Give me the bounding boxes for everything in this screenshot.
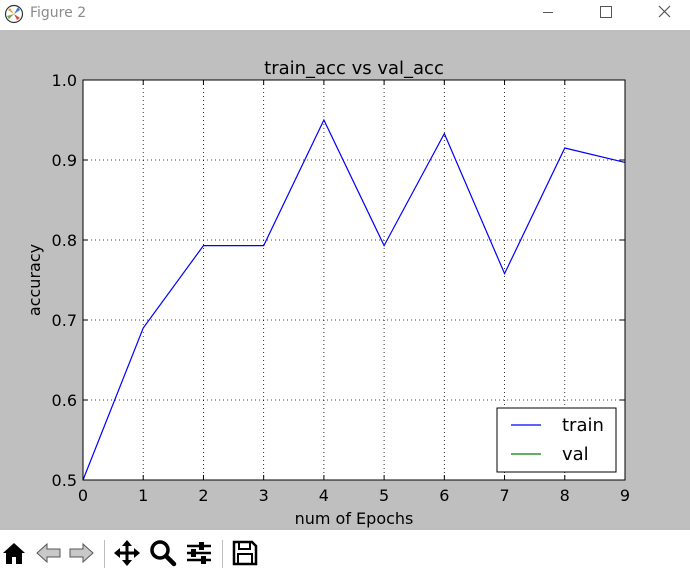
x-tick-label: 9 (620, 486, 630, 505)
x-tick-label: 7 (499, 486, 509, 505)
zoom-button[interactable] (148, 538, 178, 568)
line-chart: 0 1 2 3 4 5 6 7 8 9 0.5 0.6 0.7 0.8 0.9 1.0 train_acc vs… (25, 58, 630, 528)
home-icon (3, 543, 25, 564)
chart-title: train_acc vs val_acc (264, 58, 444, 79)
save-button[interactable] (230, 538, 260, 568)
y-tick-label: 0.5 (52, 471, 77, 490)
y-axis-label: accuracy (25, 244, 44, 316)
y-tick-label: 0.7 (52, 311, 77, 330)
sliders-icon (187, 542, 211, 564)
minimize-button[interactable] (525, 0, 571, 28)
configure-subplots-button[interactable] (184, 538, 214, 568)
back-button[interactable] (34, 538, 64, 568)
window-title: Figure 2 (30, 5, 87, 21)
y-tick-label: 0.6 (52, 391, 77, 410)
x-tick-label: 5 (379, 486, 389, 505)
zoom-icon (150, 540, 177, 567)
forward-arrow-icon (69, 542, 94, 564)
navigation-toolbar (0, 530, 690, 576)
toolbar-separator (104, 540, 105, 568)
toolbar-separator (222, 540, 223, 568)
back-arrow-icon (36, 542, 61, 564)
legend-label-val: val (562, 444, 589, 465)
pan-button[interactable] (112, 538, 142, 568)
y-tick-label: 1.0 (52, 71, 77, 90)
y-tick-label: 0.9 (52, 151, 77, 170)
home-button[interactable] (0, 538, 30, 568)
figure-canvas[interactable]: 0 1 2 3 4 5 6 7 8 9 0.5 0.6 0.7 0.8 0.9 1.0 train_acc vs… (0, 30, 690, 530)
close-button[interactable] (641, 0, 687, 28)
x-tick-label: 0 (78, 486, 88, 505)
title-bar: Figure 2 (0, 0, 690, 28)
x-tick-label: 2 (198, 486, 208, 505)
matplotlib-icon (4, 4, 24, 24)
legend-box (496, 407, 617, 473)
minimize-icon (543, 12, 553, 13)
forward-button[interactable] (66, 538, 96, 568)
series-line-train (82, 118, 626, 481)
y-tick-label: 0.8 (52, 231, 77, 250)
x-axis-label: num of Epochs (295, 509, 414, 528)
x-tick-label: 1 (138, 486, 148, 505)
x-tick-label: 3 (259, 486, 269, 505)
maximize-button[interactable] (583, 0, 629, 28)
x-tick-label: 6 (439, 486, 449, 505)
move-icon (114, 540, 140, 566)
x-tick-label: 8 (560, 486, 570, 505)
maximize-icon (600, 6, 612, 18)
legend-label-train: train (562, 415, 604, 436)
close-icon (658, 5, 671, 18)
save-icon (232, 540, 258, 566)
x-tick-label: 4 (319, 486, 329, 505)
axes-frame (82, 79, 626, 481)
